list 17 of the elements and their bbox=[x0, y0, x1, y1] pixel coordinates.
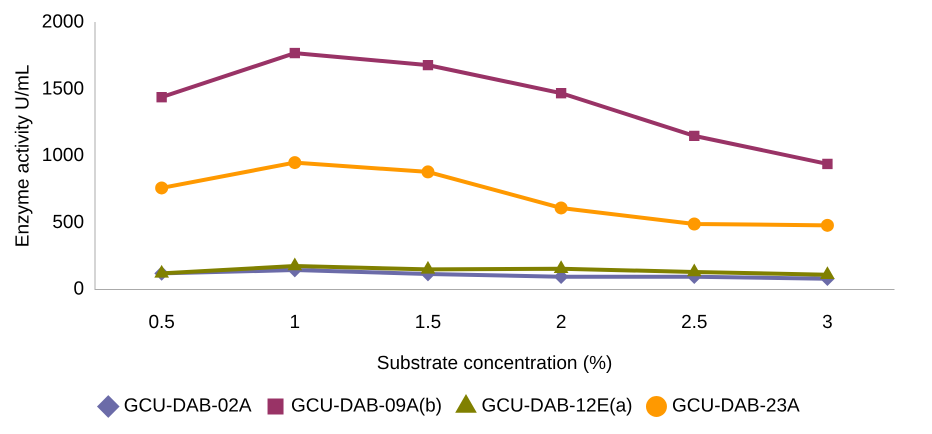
y-tick-label: 1500 bbox=[42, 78, 84, 100]
y-tick-label: 2000 bbox=[42, 12, 84, 33]
x-tick-label: 0.5 bbox=[148, 312, 175, 334]
legend-label: GCU-DAB-12E(a) bbox=[482, 396, 632, 417]
y-tick-label: 1000 bbox=[42, 145, 84, 166]
legend-label: GCU-DAB-02A bbox=[124, 396, 252, 417]
x-axis-title: Substrate concentration (%) bbox=[376, 352, 612, 374]
legend-label: GCU-DAB-09A(b) bbox=[291, 396, 442, 417]
legend-label: GCU-DAB-23A bbox=[672, 396, 800, 417]
x-tick-label: 1 bbox=[290, 312, 300, 334]
x-tick-label: 2.5 bbox=[681, 312, 708, 334]
y-axis-title: Enzyme activity U/mL bbox=[12, 64, 34, 248]
x-tick-label: 2 bbox=[556, 312, 566, 334]
y-tick-label: 0 bbox=[73, 278, 84, 300]
x-tick-label: 3 bbox=[822, 312, 833, 334]
y-tick-label: 500 bbox=[52, 212, 84, 233]
x-tick-label: 1.5 bbox=[414, 312, 442, 334]
